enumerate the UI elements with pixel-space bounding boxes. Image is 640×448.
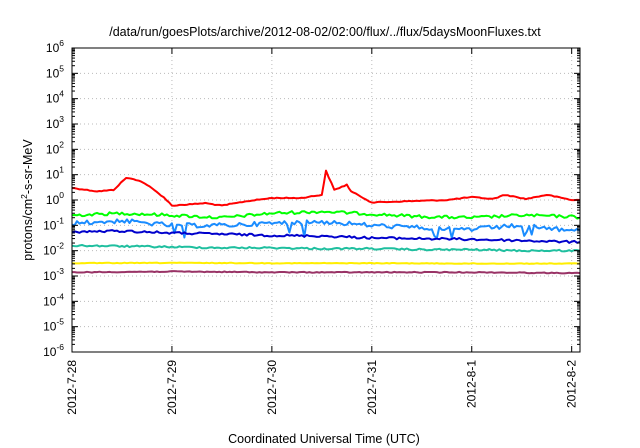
y-tick-label: 101 <box>46 165 64 182</box>
grid <box>71 48 580 352</box>
y-tick-label: 10-2 <box>43 241 64 258</box>
x-tick-label: 2012-7-29 <box>165 360 179 415</box>
y-axis-label-post: -s-sr-MeV <box>21 139 35 195</box>
y-tick-labels: 10-6 10-5 10-4 10-3 10-2 10-1 100 101 102 103 104 1… <box>43 38 64 359</box>
x-tick-label: 2012-7-28 <box>65 360 79 415</box>
series-line-2 <box>71 210 581 220</box>
y-axis-label-pre: protons/cm <box>21 199 35 261</box>
y-tick-label: 10-1 <box>43 215 64 232</box>
y-tick-label: 106 <box>46 38 64 55</box>
series-layer <box>71 169 581 275</box>
chart-title: /data/run/goesPlots/archive/2012-08-02/0… <box>109 25 541 39</box>
series-line-1 <box>71 169 581 207</box>
y-tick-label: 104 <box>46 89 64 106</box>
x-tick-label: 2012-8-1 <box>465 360 479 408</box>
y-tick-label: 100 <box>46 190 64 207</box>
y-axis-label-sup: 2 <box>19 194 29 199</box>
y-tick-label: 103 <box>46 114 64 131</box>
series-line-7 <box>72 270 581 275</box>
x-tick-labels: 2012-7-28 2012-7-29 2012-7-30 2012-7-31 2012… <box>65 360 579 415</box>
y-tick-label: 102 <box>46 139 64 156</box>
series-line-3 <box>71 218 581 240</box>
x-tick-label: 2012-8-2 <box>565 360 579 408</box>
series-line-4 <box>71 229 581 244</box>
y-tick-label: 10-3 <box>43 266 64 283</box>
y-tick-label: 10-6 <box>43 342 64 359</box>
x-tick-label: 2012-7-31 <box>365 360 379 415</box>
series-line-5 <box>71 244 581 253</box>
series-line-6 <box>71 261 581 265</box>
y-tick-label: 105 <box>46 63 64 80</box>
y-axis-label: protons/cm2-s-sr-MeV <box>19 139 35 261</box>
y-tick-label: 10-4 <box>43 291 64 308</box>
x-tick-label: 2012-7-30 <box>265 360 279 415</box>
y-tick-label: 10-5 <box>43 317 64 334</box>
x-axis-label: Coordinated Universal Time (UTC) <box>228 432 420 446</box>
tick-marks <box>71 47 580 353</box>
